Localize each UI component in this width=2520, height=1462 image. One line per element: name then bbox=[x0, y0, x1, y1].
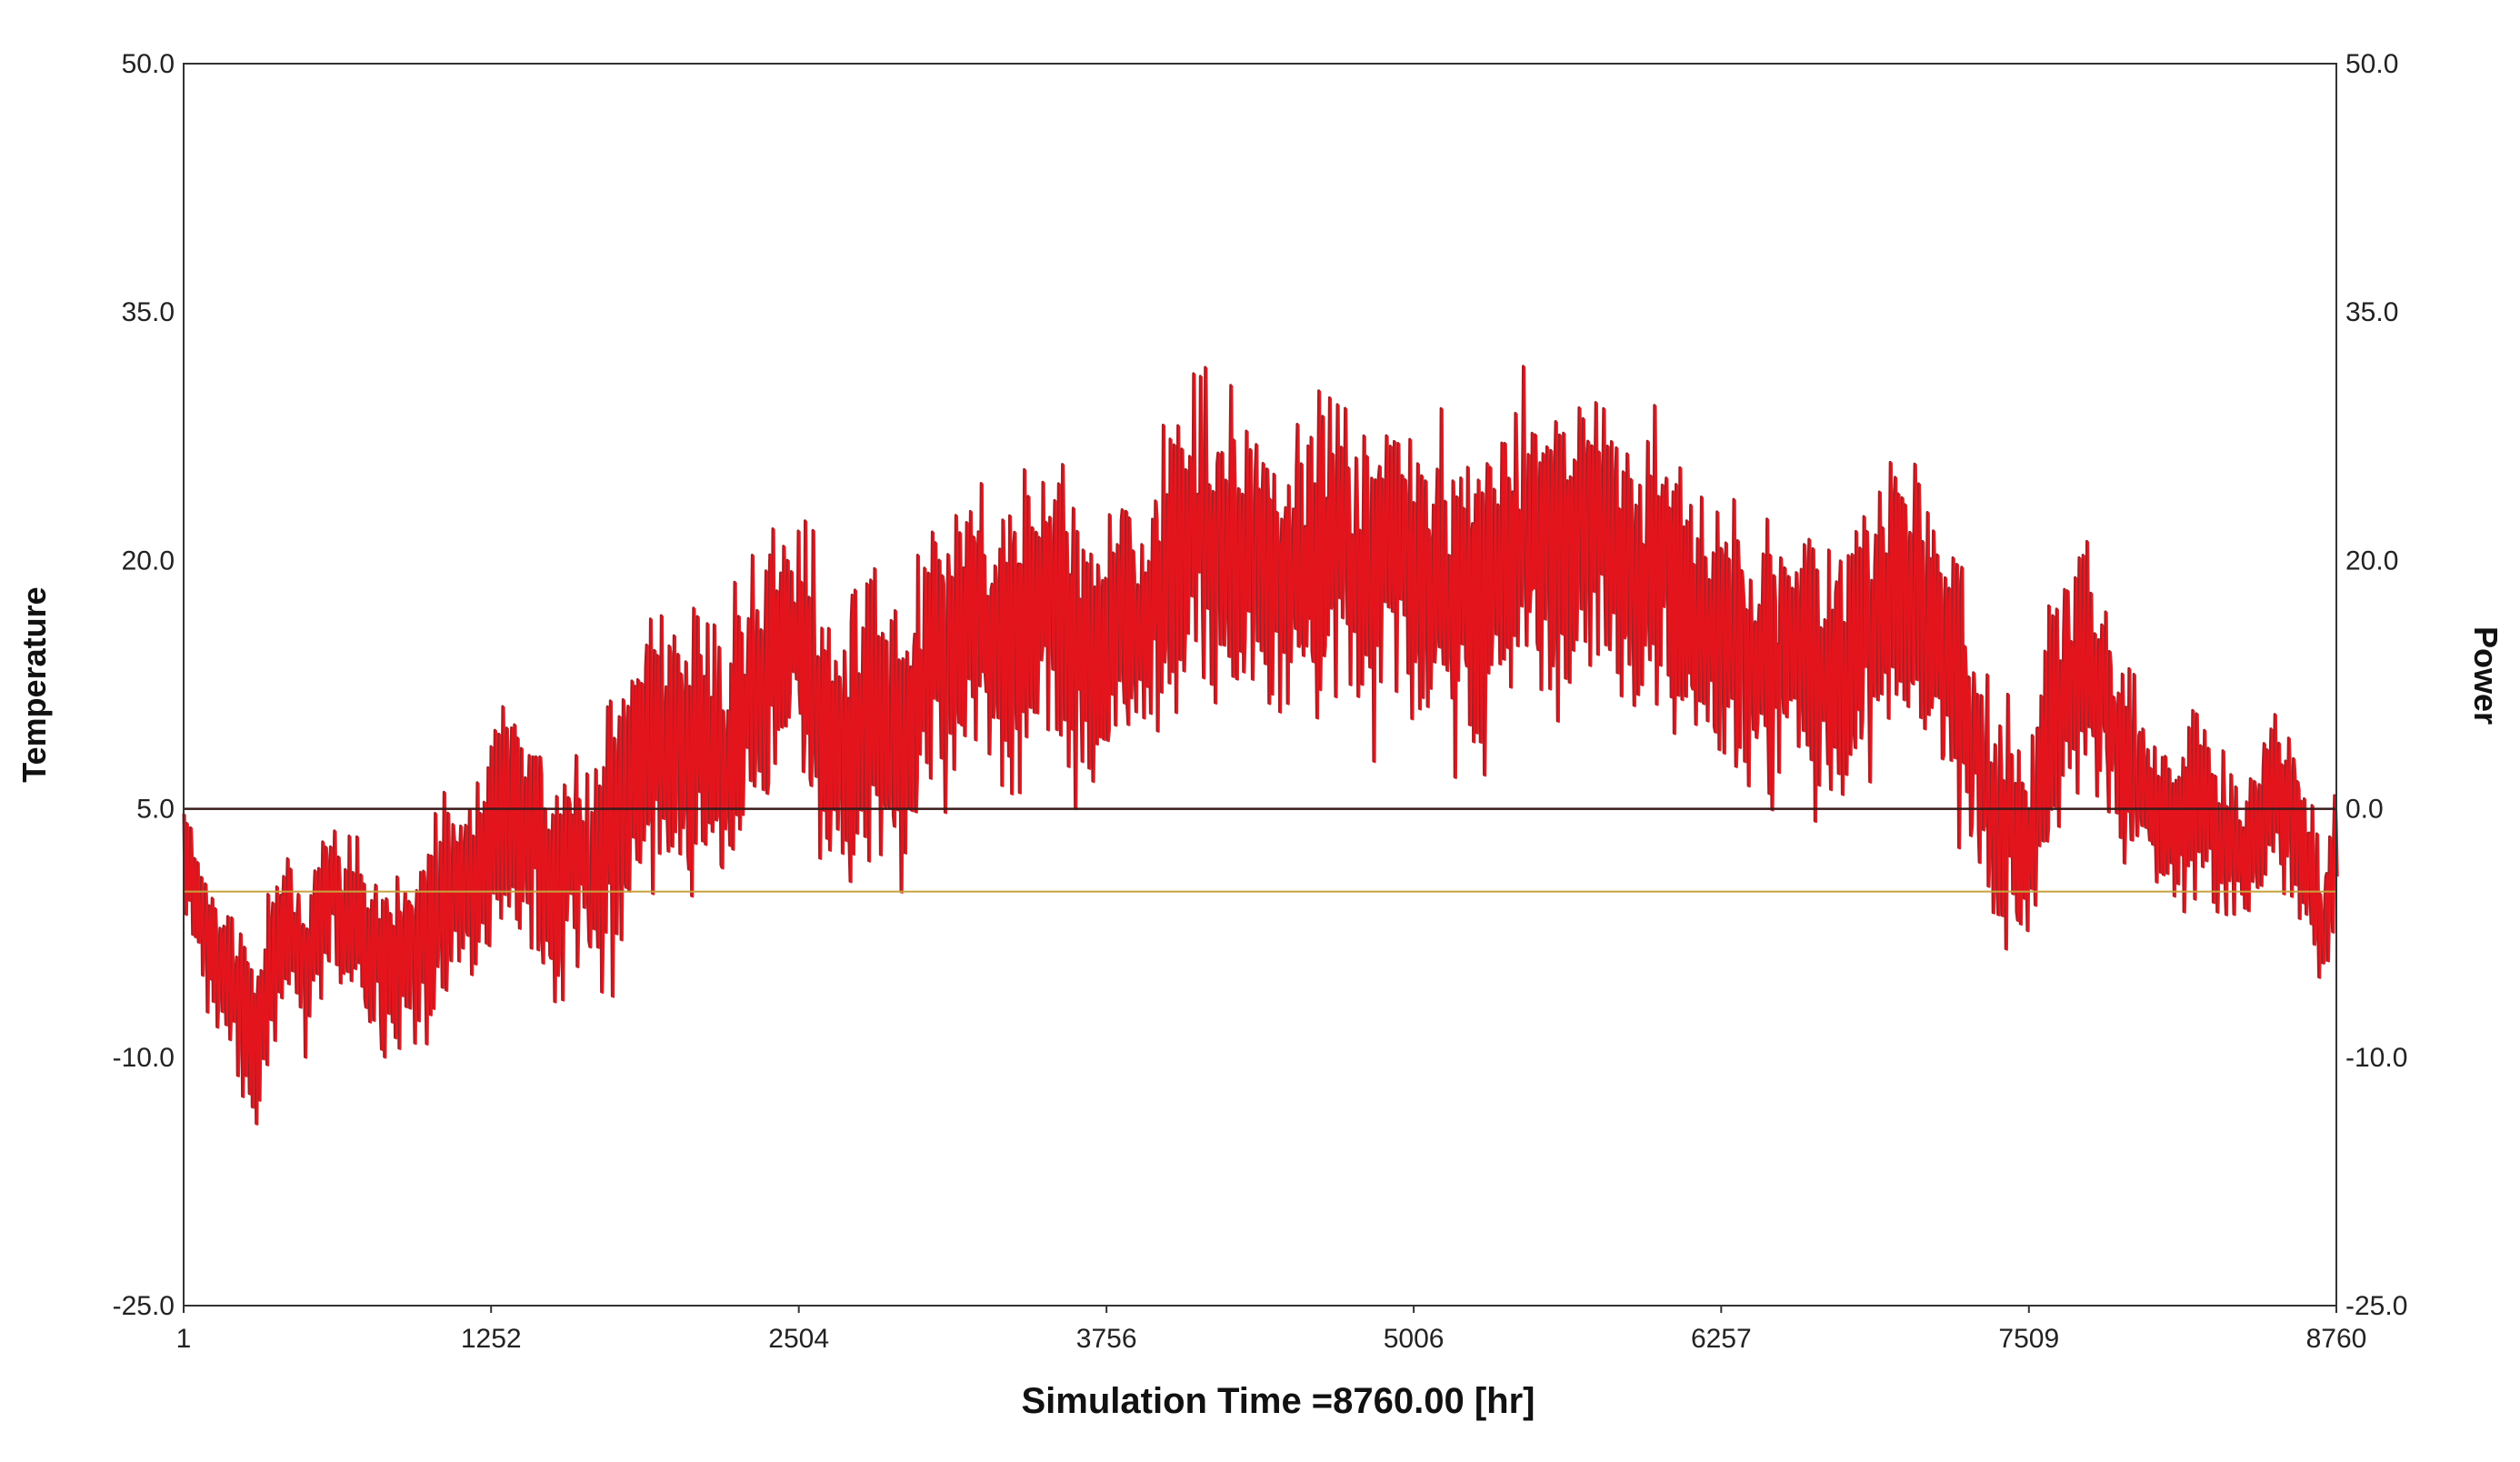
x-tick-label: 6257 bbox=[1691, 1324, 1752, 1354]
y-axis-title-right: Power bbox=[2467, 626, 2505, 725]
y-tick-label-left: -10.0 bbox=[113, 1043, 175, 1073]
y-tick-label-right: -10.0 bbox=[2345, 1043, 2407, 1073]
y-tick-label-left: 20.0 bbox=[122, 546, 175, 576]
y-tick-label-left: -25.0 bbox=[113, 1291, 175, 1321]
y-tick-label-left: 35.0 bbox=[122, 297, 175, 327]
x-tick-label: 3756 bbox=[1076, 1324, 1137, 1354]
y-tick-label-left: 50.0 bbox=[122, 49, 175, 79]
x-tick-label: 8760 bbox=[2306, 1324, 2367, 1354]
x-axis-title: Simulation Time =8760.00 [hr] bbox=[1021, 1381, 1535, 1421]
y-tick-label-left: 5.0 bbox=[136, 795, 175, 825]
y-axis-title-left: Temperature bbox=[15, 586, 53, 782]
x-tick-label: 1 bbox=[176, 1324, 192, 1354]
y-tick-label-right: 20.0 bbox=[2345, 546, 2398, 576]
x-tick-label: 7509 bbox=[1998, 1324, 2059, 1354]
plot-frame bbox=[183, 63, 2337, 1307]
y-tick-label-right: 0.0 bbox=[2345, 795, 2384, 825]
y-tick-label-right: 35.0 bbox=[2345, 297, 2398, 327]
x-tick-label: 1252 bbox=[461, 1324, 522, 1354]
temperature-series-line bbox=[184, 366, 2339, 1126]
y-tick-label-right: 50.0 bbox=[2345, 49, 2398, 79]
x-tick-label: 2504 bbox=[768, 1324, 829, 1354]
y-tick-label-right: -25.0 bbox=[2345, 1291, 2407, 1321]
tick-layer: -25.0 -25.0 -10.0 -10.0 5.0 0.0 20.0 20.0 35.0 35… bbox=[113, 49, 2408, 1354]
data-layer bbox=[182, 365, 2339, 1126]
x-tick-label: 5006 bbox=[1384, 1324, 1445, 1354]
